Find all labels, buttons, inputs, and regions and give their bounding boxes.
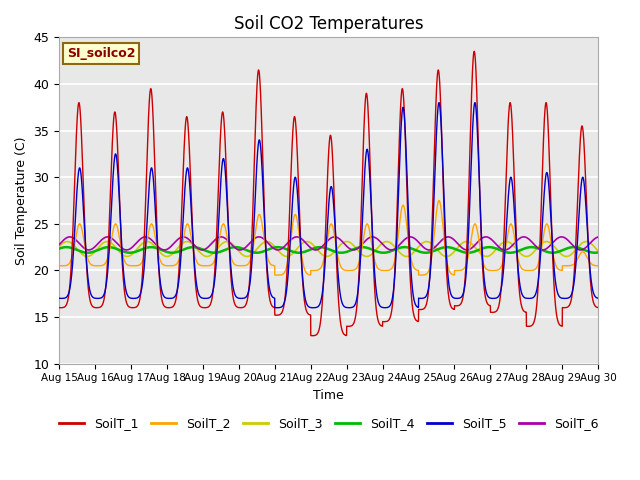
SoilT_6 bbox=[391, 246, 399, 252]
SoilT_3 bbox=[381, 239, 389, 245]
SoilT_2 bbox=[171, 263, 179, 268]
SoilT_6 bbox=[543, 245, 551, 251]
SoilT_1 bbox=[594, 305, 602, 311]
SoilT_3 bbox=[203, 253, 211, 259]
SoilT_4 bbox=[171, 250, 179, 255]
SoilT_5 bbox=[471, 100, 479, 106]
SoilT_1 bbox=[595, 305, 602, 311]
SoilT_5 bbox=[391, 275, 399, 281]
SoilT_5 bbox=[595, 295, 602, 301]
SoilT_6 bbox=[594, 234, 602, 240]
SoilT_5 bbox=[543, 170, 551, 176]
SoilT_2 bbox=[543, 221, 551, 227]
SoilT_4 bbox=[391, 247, 399, 252]
SoilT_2 bbox=[391, 258, 399, 264]
SoilT_5 bbox=[171, 294, 179, 300]
SoilT_6 bbox=[123, 247, 131, 253]
SoilT_3 bbox=[595, 248, 602, 254]
Line: SoilT_2: SoilT_2 bbox=[59, 201, 598, 275]
SoilT_3 bbox=[391, 244, 399, 250]
SoilT_2 bbox=[273, 272, 281, 278]
Text: SI_soilco2: SI_soilco2 bbox=[67, 47, 136, 60]
SoilT_1 bbox=[308, 333, 316, 338]
Line: SoilT_5: SoilT_5 bbox=[59, 103, 598, 308]
SoilT_4 bbox=[595, 250, 602, 255]
SoilT_3 bbox=[171, 249, 179, 255]
SoilT_1 bbox=[55, 305, 63, 311]
SoilT_4 bbox=[55, 246, 63, 252]
SoilT_6 bbox=[381, 244, 389, 250]
SoilT_6 bbox=[595, 234, 602, 240]
Legend: SoilT_1, SoilT_2, SoilT_3, SoilT_4, SoilT_5, SoilT_6: SoilT_1, SoilT_2, SoilT_3, SoilT_4, Soil… bbox=[54, 412, 604, 435]
SoilT_4 bbox=[506, 250, 514, 256]
SoilT_5 bbox=[594, 295, 602, 301]
SoilT_1 bbox=[381, 319, 389, 324]
SoilT_1 bbox=[391, 271, 399, 277]
SoilT_5 bbox=[309, 305, 317, 311]
X-axis label: Time: Time bbox=[314, 389, 344, 402]
SoilT_4 bbox=[543, 249, 551, 255]
Title: Soil CO2 Temperatures: Soil CO2 Temperatures bbox=[234, 15, 424, 33]
SoilT_6 bbox=[55, 242, 63, 248]
SoilT_2 bbox=[55, 263, 63, 269]
SoilT_2 bbox=[381, 267, 389, 273]
SoilT_6 bbox=[206, 242, 214, 248]
Line: SoilT_3: SoilT_3 bbox=[59, 241, 598, 256]
SoilT_1 bbox=[543, 108, 551, 114]
SoilT_3 bbox=[594, 248, 602, 254]
SoilT_3 bbox=[206, 253, 214, 259]
SoilT_5 bbox=[55, 295, 63, 301]
Y-axis label: Soil Temperature (C): Soil Temperature (C) bbox=[15, 136, 28, 265]
SoilT_2 bbox=[594, 263, 602, 269]
SoilT_4 bbox=[381, 250, 389, 255]
SoilT_4 bbox=[594, 250, 602, 255]
Line: SoilT_4: SoilT_4 bbox=[59, 247, 598, 253]
SoilT_1 bbox=[206, 303, 214, 309]
Line: SoilT_6: SoilT_6 bbox=[59, 237, 598, 250]
SoilT_2 bbox=[595, 263, 602, 269]
SoilT_4 bbox=[206, 249, 214, 255]
SoilT_4 bbox=[358, 244, 366, 250]
SoilT_5 bbox=[381, 305, 389, 311]
SoilT_2 bbox=[206, 263, 214, 268]
SoilT_1 bbox=[171, 301, 179, 307]
SoilT_5 bbox=[206, 295, 214, 300]
SoilT_3 bbox=[543, 239, 551, 244]
SoilT_3 bbox=[55, 244, 63, 250]
SoilT_2 bbox=[435, 198, 443, 204]
SoilT_6 bbox=[171, 240, 179, 245]
Line: SoilT_1: SoilT_1 bbox=[59, 51, 598, 336]
SoilT_1 bbox=[470, 48, 478, 54]
SoilT_6 bbox=[255, 234, 263, 240]
SoilT_3 bbox=[543, 239, 550, 244]
